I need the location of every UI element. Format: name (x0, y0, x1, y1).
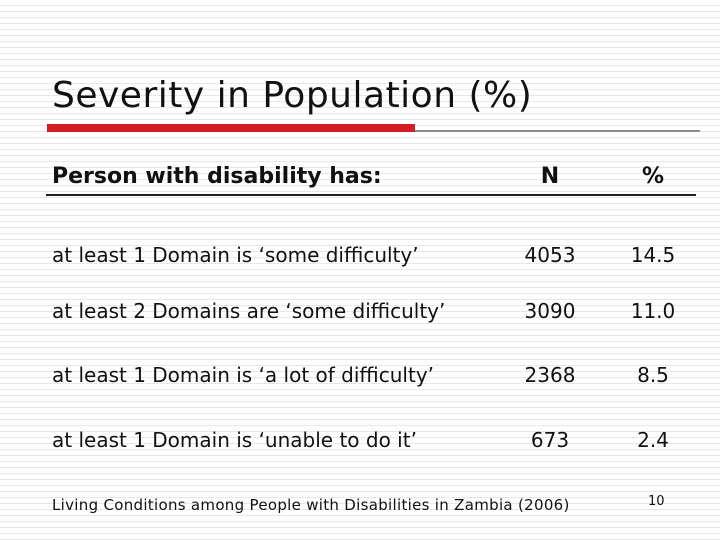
row-percent-value: 8.5 (637, 363, 669, 387)
row-label: at least 1 Domain is ‘a lot of difficult… (52, 363, 435, 387)
title-accent-rule (47, 124, 415, 132)
table-header-divider (46, 194, 696, 196)
row-n-value: 673 (530, 428, 570, 452)
table-header-label: Person with disability has: (52, 164, 382, 189)
table-header-percent: % (641, 164, 665, 189)
page-number: 10 (648, 494, 665, 509)
row-n-value: 3090 (524, 299, 576, 323)
table-header-n: N (540, 164, 560, 189)
title-underline-rule (415, 130, 700, 132)
row-label: at least 1 Domain is ‘some difficulty’ (52, 243, 419, 267)
row-percent-value: 2.4 (637, 428, 669, 452)
row-n-value: 4053 (524, 243, 576, 267)
row-percent-value: 11.0 (630, 299, 676, 323)
row-label: at least 1 Domain is ‘unable to do it’ (52, 428, 417, 452)
row-percent-value: 14.5 (630, 243, 676, 267)
row-n-value: 2368 (524, 363, 576, 387)
row-label: at least 2 Domains are ‘some difficulty’ (52, 299, 446, 323)
slide-title: Severity in Population (%) (52, 75, 533, 116)
source-footer: Living Conditions among People with Disa… (52, 496, 570, 514)
